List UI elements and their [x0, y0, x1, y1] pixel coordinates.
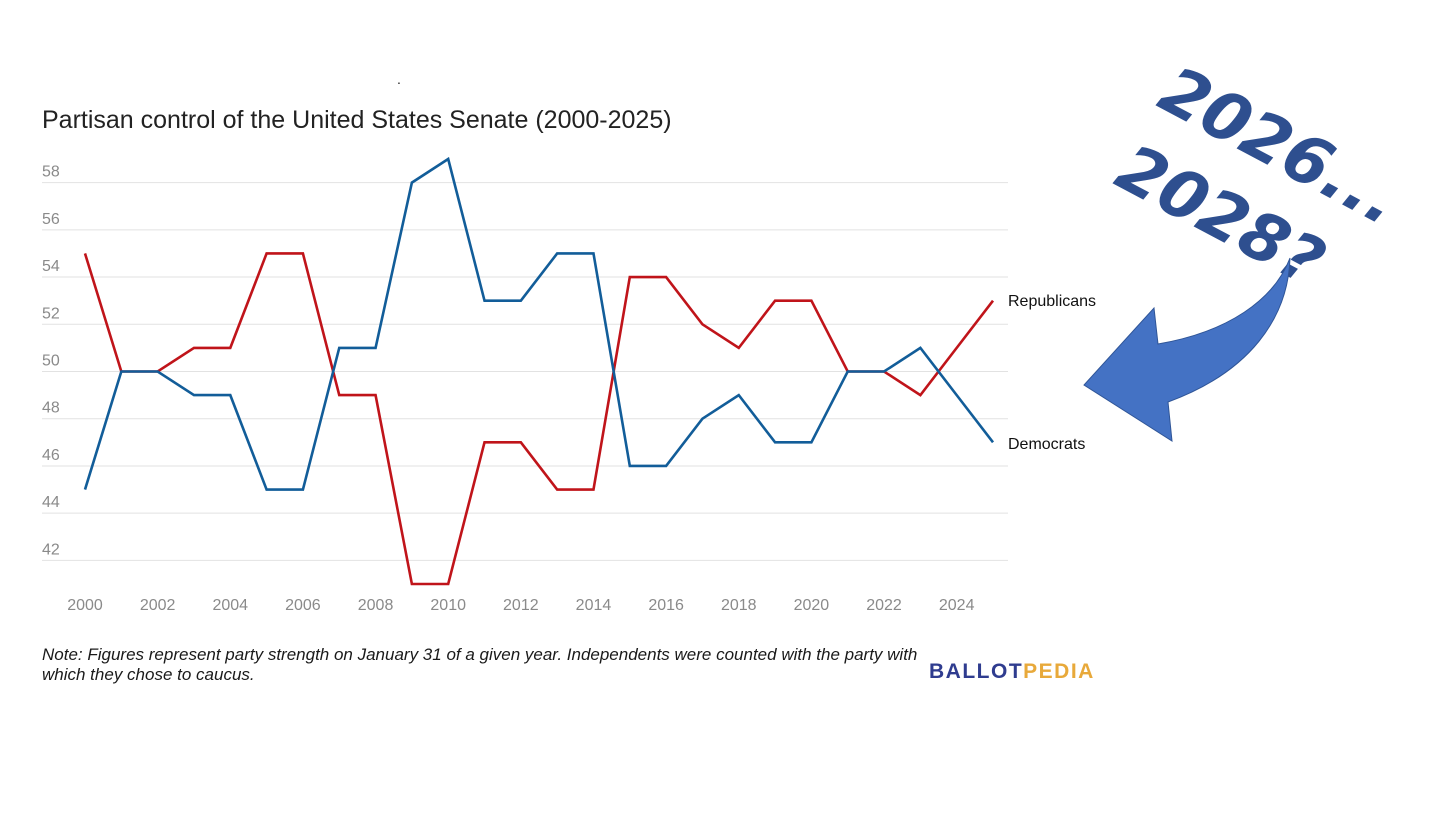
x-tick-label: 2018 — [721, 597, 757, 614]
ballotpedia-logo: BALLOTPEDIA — [929, 660, 1095, 684]
y-tick-label: 48 — [42, 400, 60, 417]
series-line-democrats — [83, 156, 995, 491]
x-tick-label: 2002 — [140, 597, 176, 614]
x-tick-label: 2010 — [430, 597, 466, 614]
series-lines — [83, 156, 995, 586]
x-axis-tick-labels: 2000 2002 2004 2006 2008 2010 2012 2014 2016 2018… — [67, 597, 974, 614]
chart-note: Note: Figures represent party strength o… — [42, 645, 918, 684]
y-tick-label: 56 — [42, 211, 60, 228]
curved-arrow-icon — [1083, 257, 1291, 442]
y-tick-label: 44 — [42, 494, 60, 511]
x-tick-label: 2000 — [67, 597, 103, 614]
series-label-republicans: Republicans — [1008, 293, 1096, 310]
y-axis-tick-labels: 42 44 46 48 50 52 54 56 58 — [42, 164, 60, 559]
x-tick-label: 2012 — [503, 597, 539, 614]
y-tick-label: 52 — [42, 305, 60, 322]
x-tick-label: 2024 — [939, 597, 975, 614]
y-tick-label: 46 — [42, 447, 60, 464]
y-tick-label: 50 — [42, 353, 60, 370]
x-tick-label: 2004 — [212, 597, 248, 614]
chart-title: Partisan control of the United States Se… — [42, 106, 672, 134]
grid-lines — [42, 182, 1008, 561]
x-tick-label: 2020 — [794, 597, 830, 614]
x-tick-label: 2016 — [648, 597, 684, 614]
y-tick-label: 58 — [42, 164, 60, 181]
series-label-democrats: Democrats — [1008, 436, 1085, 453]
x-tick-label: 2008 — [358, 597, 394, 614]
stray-dot: . — [397, 71, 401, 87]
overlay-annotation: 2026... 2028? — [1083, 51, 1412, 442]
y-tick-label: 42 — [42, 541, 60, 558]
x-tick-label: 2022 — [866, 597, 902, 614]
logo-part-ballot: BALLOT — [929, 660, 1024, 683]
x-tick-label: 2014 — [576, 597, 612, 614]
series-line-republicans — [83, 252, 995, 586]
x-tick-label: 2006 — [285, 597, 321, 614]
logo-part-pedia: PEDIA — [1023, 660, 1095, 683]
y-tick-label: 54 — [42, 258, 60, 275]
